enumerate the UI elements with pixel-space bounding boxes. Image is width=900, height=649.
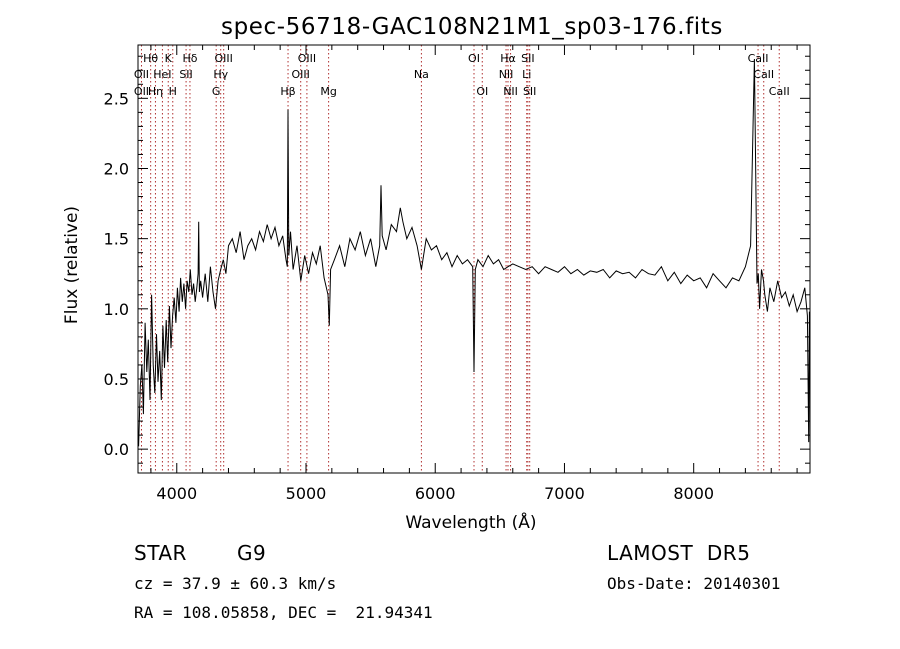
spectral-line-label: OIII	[298, 52, 316, 65]
spectral-line-label: SII	[179, 68, 192, 81]
spectral-line-label: HeI	[153, 68, 171, 81]
spectral-line-label: H	[169, 85, 177, 98]
spectral-line-label: CaII	[769, 85, 790, 98]
x-tick-label: 6000	[415, 484, 456, 503]
spectral-line-label: Li	[522, 68, 531, 81]
spectral-line-label: Hδ	[182, 52, 197, 65]
spectral-line-label: Mg	[320, 85, 336, 98]
spectral-line-label: K	[165, 52, 173, 65]
spectral-line-label: SII	[521, 52, 534, 65]
x-tick-label: 5000	[286, 484, 327, 503]
x-tick-label: 7000	[544, 484, 585, 503]
y-tick-label: 0.5	[104, 370, 129, 389]
x-tick-label: 8000	[673, 484, 714, 503]
plot-frame	[137, 44, 811, 474]
y-axis-label: Flux (relative)	[62, 206, 82, 324]
x-axis-label: Wavelength (Å)	[405, 511, 536, 533]
x-tick-label: 4000	[156, 484, 197, 503]
spectral-line-label: Hθ	[143, 52, 158, 65]
spectral-line-labels: Hθ K Hδ OIII OIII OI Hα SII CaII OII HeI SII Hγ OIII N…	[134, 52, 790, 98]
spectral-line-label: CaII	[748, 52, 769, 65]
chart-title: spec-56718-GAC108N21M1_sp03-176.fits	[221, 14, 723, 40]
spectral-line-label: OI	[468, 52, 480, 65]
survey-name: LAMOST DR5	[607, 541, 751, 565]
obs-date-text: Obs-Date: 20140301	[607, 574, 781, 593]
spectral-line-label: CaII	[753, 68, 774, 81]
redshift-text: cz = 37.9 ± 60.3 km/s	[134, 574, 337, 593]
y-tick-label: 0.0	[104, 440, 129, 459]
y-tick-label: 1.5	[104, 230, 129, 249]
object-class: STAR	[134, 541, 187, 565]
y-tick-label: 2.5	[104, 89, 129, 108]
spectral-line-label: OII	[134, 85, 149, 98]
spectral-line-label: Na	[414, 68, 429, 81]
y-tick-label: 2.0	[104, 159, 129, 178]
spectral-line-label: OIII	[292, 68, 310, 81]
y-tick-label: 1.0	[104, 300, 129, 319]
spectral-line-label: SII	[523, 85, 536, 98]
spectral-line-label: OI	[476, 85, 488, 98]
axis-ticks: 4000 5000 6000 7000 8000 0.0 0.5 1.0 1.5 2.0 2.5	[104, 45, 810, 503]
spectral-line-label: G	[212, 85, 221, 98]
object-subclass: G9	[237, 541, 267, 565]
spectral-line-label: Hγ	[213, 68, 228, 81]
spectral-line-label: OIII	[214, 52, 232, 65]
spectral-line-markers	[140, 45, 780, 473]
spectral-line-label: Hβ	[280, 85, 295, 98]
spectral-line-label: NII	[499, 68, 514, 81]
spectral-line-label: Hα	[500, 52, 516, 65]
spectrum-line	[138, 58, 810, 447]
spectral-line-label: NII	[503, 85, 518, 98]
spectral-line-label: Hη	[148, 85, 163, 98]
coordinates-text: RA = 108.05858, DEC = 21.94341	[134, 603, 433, 622]
